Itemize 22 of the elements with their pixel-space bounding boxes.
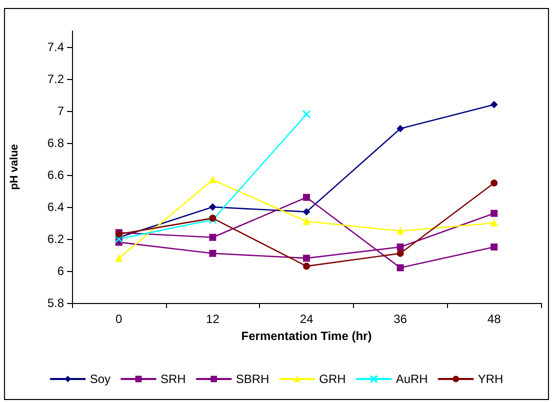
x-tick-label: 36 — [394, 312, 408, 326]
legend-label: SRH — [160, 372, 186, 386]
x-axis-title: Fermentation Time (hr) — [241, 328, 372, 343]
x-tick-label: 24 — [300, 312, 314, 326]
legend-label: YRH — [478, 372, 504, 386]
legend-label: AuRH — [396, 372, 428, 386]
x-tick-label: 48 — [487, 312, 502, 326]
x-tick-label: 12 — [206, 312, 220, 326]
y-tick-label: 6.6 — [47, 168, 64, 182]
legend-label: Soy — [90, 372, 111, 386]
x-tick-label: 0 — [116, 312, 123, 326]
y-tick-label: 7.4 — [47, 40, 64, 54]
legend-label: SBRH — [236, 372, 270, 386]
y-tick-label: 5.8 — [47, 296, 64, 310]
y-tick-label: 7 — [57, 104, 64, 118]
y-tick-label: 6.2 — [47, 232, 64, 246]
y-tick-label: 6 — [57, 264, 64, 278]
legend-label: GRH — [319, 372, 346, 386]
y-tick-label: 6.4 — [47, 200, 64, 214]
y-tick-label: 6.8 — [47, 136, 64, 150]
y-tick-label: 7.2 — [47, 72, 64, 86]
y-axis-title: pH value — [8, 144, 20, 190]
